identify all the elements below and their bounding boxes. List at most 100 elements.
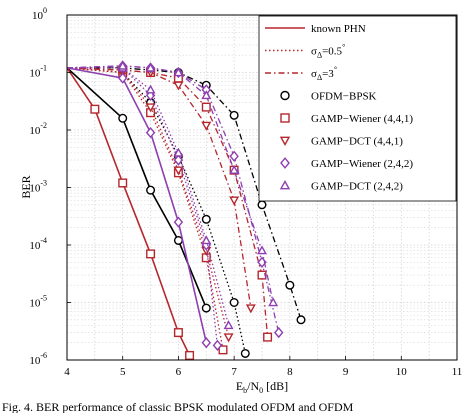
marker-square	[218, 345, 228, 355]
marker-triangle-down	[173, 166, 184, 176]
legend-entry: GAMP−DCT (2,4,2)	[279, 180, 403, 193]
marker-triangle-up	[145, 84, 156, 94]
legend-label: GAMP−DCT (4,4,1)	[311, 136, 403, 148]
marker-circle	[201, 303, 211, 313]
marker-diamond	[229, 150, 239, 162]
legend: known PHN σΔ=0.5° σΔ=3° OFDM−BPSK GAMP−Wiene…	[258, 15, 457, 202]
series-line	[66, 67, 224, 351]
legend-entry: GAMP−Wiener (2,4,2)	[280, 157, 413, 170]
marker-diamond	[201, 337, 211, 349]
marker-circle	[296, 315, 306, 325]
x-tick-label: 9	[343, 366, 349, 378]
legend-entry: GAMP−DCT (4,4,1)	[279, 136, 403, 148]
legend-label: GAMP−DCT (2,4,2)	[311, 181, 403, 193]
marker-circle	[229, 110, 239, 120]
marker-square	[90, 104, 100, 114]
marker-circle	[118, 113, 128, 123]
legend-box	[258, 15, 457, 202]
marker-triangle-up	[268, 297, 279, 307]
marker-triangle-up	[145, 62, 156, 72]
x-tick-label: 8	[287, 366, 293, 378]
marker-triangle-up	[173, 67, 184, 77]
marker-triangle-up	[229, 164, 240, 174]
marker-triangle-down	[145, 103, 156, 113]
x-axis-label: Eb/N0 [dB]	[236, 379, 288, 395]
marker-triangle-up	[257, 245, 267, 255]
y-tick-label: 100	[32, 6, 47, 22]
legend-label: GAMP−Wiener (2,4,2)	[311, 158, 413, 170]
series-8	[66, 67, 211, 349]
y-tick-label: 10-2	[29, 121, 47, 137]
marker-circle	[257, 200, 267, 210]
marker-diamond	[118, 72, 128, 84]
x-tick-label: 11	[452, 366, 463, 378]
legend-label: OFDM−BPSK	[311, 91, 377, 103]
y-tick-label: 10-4	[29, 236, 47, 252]
marker-circle	[173, 235, 183, 245]
marker-diamond	[145, 89, 156, 102]
x-tick-label: 5	[120, 366, 126, 378]
marker-circle	[285, 280, 295, 290]
marker-triangle-down	[201, 121, 212, 131]
y-tick-label: 10-1	[29, 64, 47, 80]
y-tick-label: 10-3	[29, 179, 47, 195]
marker-square	[146, 249, 156, 259]
legend-entry: GAMP−Wiener (4,4,1)	[280, 113, 413, 125]
marker-triangle-down	[173, 81, 184, 91]
legend-entry: OFDM−BPSK	[280, 90, 377, 103]
legend-entry: σΔ=0.5°	[265, 43, 345, 60]
marker-circle	[240, 348, 250, 358]
marker-square	[201, 102, 211, 112]
legend-entry: σΔ=3°	[265, 65, 337, 82]
x-tick-label: 7	[231, 366, 237, 378]
marker-diamond	[173, 216, 184, 228]
legend-entry: known PHN	[265, 23, 366, 35]
marker-square	[118, 178, 128, 188]
marker-diamond	[257, 256, 267, 268]
ticks: 4 5 6 7 8 9 10 11 100 10-1 10-2 10-3 10-4 10-5 10-6	[29, 6, 462, 378]
marker-triangle-down	[229, 196, 240, 206]
marker-triangle-up	[279, 180, 291, 190]
marker-triangle-up	[173, 147, 184, 157]
marker-diamond	[280, 157, 290, 169]
marker-square	[173, 328, 183, 338]
series-group	[66, 60, 306, 360]
marker-diamond	[145, 126, 156, 139]
marker-diamond	[212, 339, 223, 351]
marker-triangle-down	[279, 136, 291, 146]
marker-triangle-up	[117, 60, 128, 70]
marker-square	[185, 350, 195, 360]
marker-diamond	[173, 154, 184, 166]
series-3	[66, 67, 195, 360]
marker-square	[280, 113, 290, 123]
series-line	[66, 67, 230, 338]
marker-square	[263, 332, 273, 342]
marker-triangle-down	[245, 304, 256, 314]
marker-square	[257, 270, 267, 280]
marker-circle	[229, 298, 239, 308]
series-line	[66, 67, 269, 338]
series-line	[66, 65, 274, 303]
marker-triangle-up	[223, 320, 234, 330]
x-tick-label: 10	[396, 366, 408, 378]
marker-circle	[280, 90, 290, 101]
y-tick-label: 10-5	[29, 294, 47, 310]
legend-label: GAMP−Wiener (4,4,1)	[311, 113, 413, 125]
legend-label: σΔ=3°	[311, 65, 337, 82]
marker-triangle-down	[223, 333, 234, 343]
marker-triangle-up	[201, 235, 212, 245]
series-line	[67, 67, 302, 320]
x-tick-label: 6	[176, 366, 182, 378]
legend-label: σΔ=0.5°	[311, 43, 345, 60]
y-axis-label: BER	[19, 175, 33, 198]
marker-diamond	[274, 326, 284, 339]
marker-triangle-up	[201, 90, 212, 100]
series-12	[66, 60, 279, 307]
figure-caption: Fig. 4. BER performance of classic BPSK …	[2, 400, 354, 413]
x-tick-label: 4	[64, 366, 70, 378]
marker-circle	[201, 214, 211, 224]
y-tick-label: 10-6	[29, 351, 47, 367]
marker-circle	[146, 185, 156, 195]
legend-label: known PHN	[311, 23, 366, 35]
